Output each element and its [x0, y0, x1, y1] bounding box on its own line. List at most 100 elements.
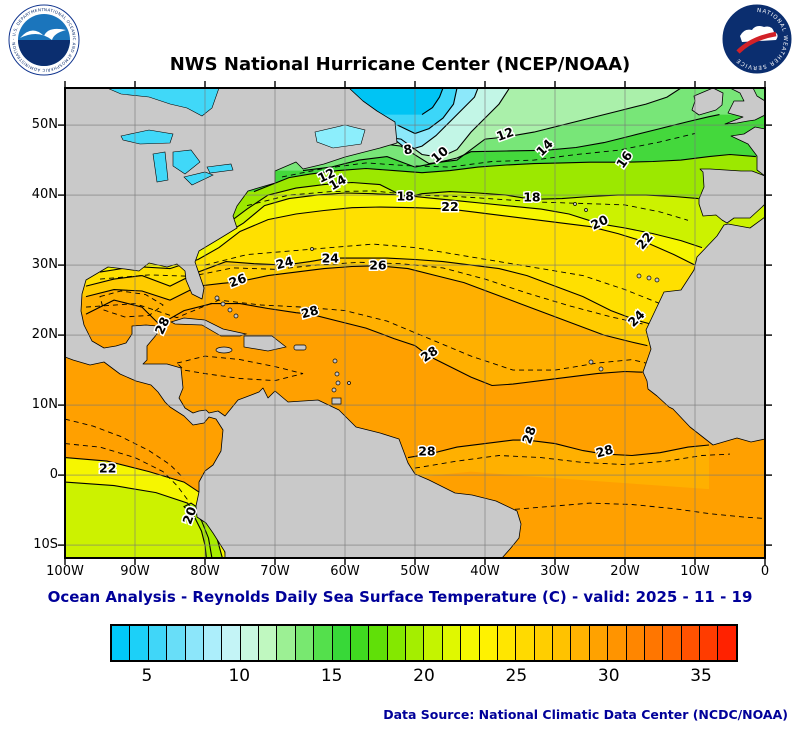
- colorbar-cell: [681, 626, 700, 660]
- antilles-island: [334, 371, 340, 377]
- colorbar-tick-label: 15: [320, 666, 343, 686]
- contour-label: 22: [99, 460, 116, 475]
- lon-tick-label: 100W: [46, 564, 84, 579]
- sst-contour-24: [85, 257, 654, 326]
- colorbar-cell: [516, 626, 535, 660]
- lake-superior: [120, 129, 174, 145]
- colorbar-cell: [626, 626, 645, 660]
- inland-waters: [106, 88, 366, 186]
- lon-tick-label: 80W: [190, 564, 220, 579]
- france-landmass: [730, 126, 765, 177]
- iberia-landmass: [698, 168, 765, 224]
- bermuda-island: [310, 247, 314, 251]
- lon-tick-label: 40W: [470, 564, 500, 579]
- colorbar-cell: [387, 626, 406, 660]
- barbados-island: [347, 381, 351, 385]
- sst-contour-26: [85, 265, 648, 347]
- map-caption: Ocean Analysis - Reynolds Daily Sea Surf…: [47, 588, 753, 606]
- noaa-seagull-icon: [20, 28, 66, 40]
- lon-tick-label: 10W: [680, 564, 710, 579]
- data-source-note: Data Source: National Climatic Data Cent…: [383, 707, 788, 722]
- lon-tick-label: 60W: [330, 564, 360, 579]
- sst-contour-20: [65, 481, 213, 558]
- colorbar-tick-label: 30: [597, 666, 620, 686]
- contour-label: 24: [274, 253, 295, 272]
- jamaica-island: [215, 346, 233, 354]
- colorbar-cell: [277, 626, 296, 660]
- sst-dashed-contour-15: [281, 133, 696, 178]
- colorbar-cell: [553, 626, 572, 660]
- noaa-logo-icon: NATIONAL OCEANIC AND ATMOSPHERIC ADMINIS…: [8, 4, 80, 76]
- sst-dashed-contour-27: [99, 290, 164, 318]
- colorbar-cell: [718, 626, 736, 660]
- contour-label: 8: [402, 141, 413, 157]
- colorbar-tick-label: 25: [505, 666, 528, 686]
- lon-tick-label: 30W: [540, 564, 570, 579]
- sst-band-28: [408, 440, 709, 490]
- colorbar-cell: [700, 626, 719, 660]
- colorbar-cell: [663, 626, 682, 660]
- colorbar-tick-label: 10: [228, 666, 251, 686]
- sst-contour-14: [302, 114, 720, 172]
- sst-contour-28: [85, 299, 643, 387]
- canary-island: [654, 277, 660, 283]
- cape-verde-island: [588, 359, 594, 365]
- sst-dashed-contour-27: [414, 453, 731, 469]
- colorbar-cell: [167, 626, 186, 660]
- sst-dashed-contour-27: [85, 299, 647, 371]
- page-title: NWS National Hurricane Center (NCEP/NOAA…: [169, 54, 631, 75]
- sst-contour-22: [99, 206, 696, 273]
- lon-tick-label: 20W: [610, 564, 640, 579]
- contour-label: 28: [299, 302, 320, 321]
- colorbar-cell: [571, 626, 590, 660]
- colorbar-cell: [130, 626, 149, 660]
- bahamas-island: [214, 295, 220, 301]
- sst-contour-6: [397, 88, 458, 135]
- graticule: [65, 88, 765, 558]
- lat-tick-label: 10N: [31, 397, 58, 413]
- colorbar-cell: [424, 626, 443, 660]
- colorbar-cell: [314, 626, 333, 660]
- lat-tick-label: 40N: [31, 187, 58, 203]
- africa-landmass: [642, 216, 765, 446]
- hispaniola-island: [243, 335, 287, 352]
- colorbar-cell: [497, 626, 517, 660]
- sst-dashed-contour-23: [65, 443, 188, 500]
- lat-tick-label: 0: [49, 467, 58, 483]
- colorbar-cell: [644, 626, 664, 660]
- lake-huron: [172, 149, 201, 175]
- americas-landmass: [65, 88, 522, 558]
- colorbar-cell: [148, 626, 168, 660]
- colorbar-tick-label: 35: [690, 666, 712, 686]
- puerto-rico-island: [293, 344, 307, 351]
- canary-island: [636, 273, 642, 279]
- nws-cloud-icon: [740, 26, 778, 42]
- colorbar-cell: [461, 626, 480, 660]
- sst-band-20: [65, 482, 212, 558]
- colorbar-cell: [203, 626, 223, 660]
- azores-island: [584, 208, 588, 212]
- lat-tick-label: 10S: [33, 537, 58, 553]
- ireland-landmass: [691, 88, 724, 116]
- nws-logo-icon: NATIONAL WEATHER SERVICE: [722, 4, 792, 74]
- contour-label: 28: [418, 444, 435, 459]
- contour-label: 18: [396, 189, 413, 204]
- trinidad-island: [331, 397, 342, 405]
- contour-label: 26: [369, 257, 387, 272]
- colorbar-cell: [295, 626, 315, 660]
- lon-tick-label: 50W: [400, 564, 430, 579]
- colorbar-cell: [222, 626, 241, 660]
- cape-verde-island: [598, 366, 604, 372]
- sst-band-18: [184, 503, 223, 558]
- antilles-island: [331, 387, 337, 393]
- colorbar-cell: [369, 626, 388, 660]
- lake-michigan: [152, 151, 169, 183]
- lon-tick-label: 90W: [120, 564, 150, 579]
- axis-ticks: [58, 81, 772, 565]
- colorbar-cell: [442, 626, 462, 660]
- lake-erie: [183, 171, 214, 186]
- map-frame: [64, 87, 766, 559]
- sst-contour-4: [421, 88, 444, 116]
